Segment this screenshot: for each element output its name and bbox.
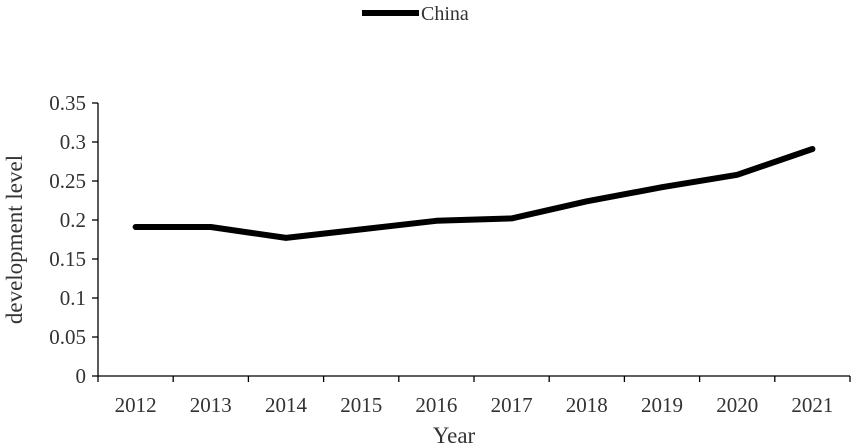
x-tick-label: 2015 [340,393,382,417]
legend: China [362,3,469,25]
x-tick-label: 2017 [491,393,533,417]
y-tick-label: 0.05 [49,325,86,349]
y-tick-label: 0.35 [49,91,86,115]
y-tick-label: 0.1 [60,286,86,310]
x-axis: 2012 2013 2014 2015 2016 2017 2018 2019 2020 2021 [97,375,851,417]
x-tick-label: 2016 [415,393,457,417]
y-tick-label: 0.2 [60,208,86,232]
y-tick-label: 0.25 [49,169,86,193]
plot-area [132,146,816,241]
legend-label-china: China [421,3,469,25]
x-axis-title: Year [433,423,476,446]
y-tick-label: 0.15 [49,247,86,271]
x-tick-label: 2014 [265,393,308,417]
y-tick-label: 0 [76,364,87,388]
x-tick-label: 2021 [791,393,833,417]
x-tick-label: 2012 [115,393,157,417]
y-tick-label: 0.3 [60,130,86,154]
x-tick-label: 2020 [716,393,758,417]
y-axis: 0 0.05 0.1 0.15 0.2 0.25 0.3 0.35 [49,91,99,388]
series-line-china [132,146,816,241]
x-tick-label: 2019 [641,393,683,417]
x-tick-label: 2013 [190,393,232,417]
x-tick-label: 2018 [566,393,608,417]
y-axis-title: development level [2,155,27,324]
